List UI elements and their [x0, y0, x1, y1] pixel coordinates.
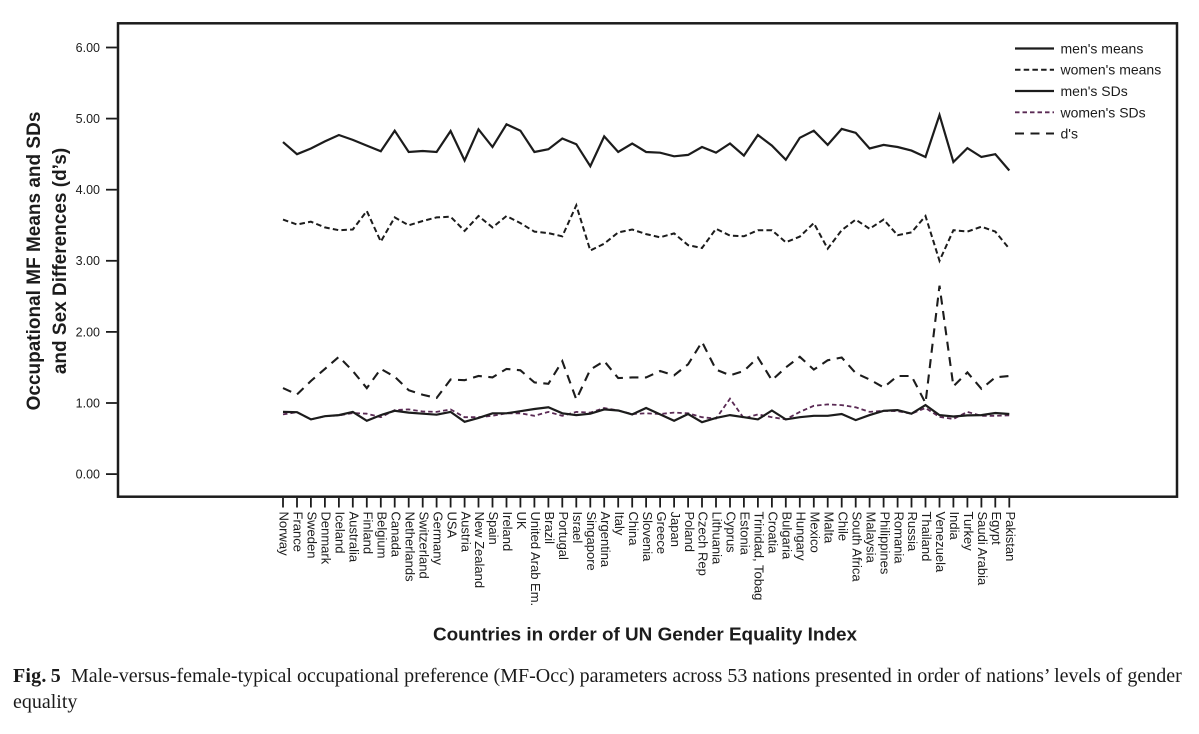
svg-text:6.00: 6.00 — [76, 41, 100, 55]
svg-text:South Africa: South Africa — [849, 512, 864, 583]
svg-text:and Sex Differences (d’s): and Sex Differences (d’s) — [50, 148, 71, 374]
svg-text:men's SDs: men's SDs — [1061, 83, 1128, 99]
svg-text:Czech Rep: Czech Rep — [696, 512, 711, 576]
svg-text:Ireland: Ireland — [500, 512, 515, 552]
svg-text:Croatia: Croatia — [766, 512, 781, 555]
svg-text:Portugal: Portugal — [556, 512, 571, 561]
svg-text:UK: UK — [514, 512, 529, 530]
svg-text:Chile: Chile — [835, 512, 850, 542]
svg-text:Denmark: Denmark — [319, 512, 334, 565]
svg-text:Iceland: Iceland — [333, 512, 348, 554]
svg-text:New Zealand: New Zealand — [472, 512, 487, 589]
svg-text:Austria: Austria — [458, 512, 473, 553]
svg-text:4.00: 4.00 — [76, 183, 100, 197]
svg-text:Canada: Canada — [388, 512, 403, 558]
svg-text:1.00: 1.00 — [76, 396, 100, 410]
svg-text:Venezuela: Venezuela — [933, 512, 948, 573]
svg-text:Romania: Romania — [891, 512, 906, 565]
svg-text:Singapore: Singapore — [584, 512, 599, 571]
svg-text:USA: USA — [444, 512, 459, 539]
svg-text:Brazil: Brazil — [542, 512, 557, 545]
svg-text:Switzerland: Switzerland — [416, 512, 431, 579]
svg-text:India: India — [947, 512, 962, 541]
svg-text:Argentina: Argentina — [598, 512, 613, 568]
svg-text:Japan: Japan — [668, 512, 683, 547]
svg-text:Malaysia: Malaysia — [863, 512, 878, 564]
svg-text:Russia: Russia — [905, 512, 920, 553]
svg-text:2.00: 2.00 — [76, 325, 100, 339]
svg-text:Turkey: Turkey — [961, 512, 976, 552]
svg-text:Israel: Israel — [570, 512, 585, 544]
svg-text:Finland: Finland — [361, 512, 376, 555]
svg-text:Sweden: Sweden — [305, 512, 320, 559]
svg-text:Belgium: Belgium — [375, 512, 390, 559]
svg-text:Lithuania: Lithuania — [710, 512, 725, 566]
svg-text:Poland: Poland — [682, 512, 697, 552]
svg-text:men's means: men's means — [1061, 41, 1144, 57]
svg-text:0.00: 0.00 — [76, 468, 100, 482]
svg-text:Egypt: Egypt — [989, 512, 1004, 546]
svg-text:United Arab Em.: United Arab Em. — [528, 512, 543, 607]
svg-text:Countries in order of UN Gende: Countries in order of UN Gender Equality… — [433, 625, 858, 646]
svg-text:Spain: Spain — [486, 512, 501, 545]
svg-text:Malta: Malta — [821, 512, 836, 545]
svg-text:Italy: Italy — [612, 512, 627, 536]
svg-text:Occupational MF Means and SDs: Occupational MF Means and SDs — [24, 112, 45, 411]
svg-text:Netherlands: Netherlands — [402, 512, 417, 583]
svg-text:Hungary: Hungary — [794, 512, 809, 562]
svg-text:Greece: Greece — [654, 512, 669, 555]
svg-text:women's SDs: women's SDs — [1060, 104, 1146, 120]
svg-text:Philippines: Philippines — [877, 512, 892, 575]
svg-text:France: France — [291, 512, 306, 552]
svg-text:women's means: women's means — [1060, 62, 1162, 78]
svg-text:Slovenia: Slovenia — [640, 512, 655, 563]
svg-text:Cyprus: Cyprus — [724, 512, 739, 554]
svg-text:d's: d's — [1061, 126, 1078, 142]
svg-text:China: China — [626, 512, 641, 547]
svg-text:Estonia: Estonia — [738, 512, 753, 556]
svg-text:Germany: Germany — [430, 512, 445, 566]
svg-text:Mexico: Mexico — [808, 512, 823, 553]
svg-text:Bulgaria: Bulgaria — [780, 512, 795, 560]
svg-text:Thailand: Thailand — [919, 512, 934, 562]
svg-text:Trinidad, Tobag: Trinidad, Tobag — [752, 512, 767, 601]
svg-text:3.00: 3.00 — [76, 254, 100, 268]
svg-text:Pakistan: Pakistan — [1003, 512, 1018, 562]
svg-text:5.00: 5.00 — [76, 112, 100, 126]
svg-text:Australia: Australia — [347, 512, 362, 563]
svg-text:Norway: Norway — [277, 512, 292, 557]
svg-text:Saudi Arabia: Saudi Arabia — [975, 512, 990, 586]
